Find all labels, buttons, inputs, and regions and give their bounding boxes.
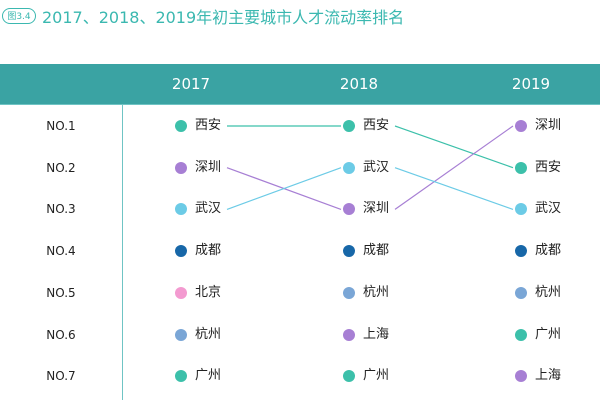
header-rule (0, 104, 600, 105)
city-name: 西安 (363, 118, 390, 133)
city-name: 西安 (195, 118, 222, 133)
city-marker-dot (175, 161, 187, 174)
city-name: 成都 (535, 243, 562, 259)
city-marker-dot (175, 328, 187, 341)
city-name: 杭州 (195, 326, 222, 342)
year-header-2019: 2019 (511, 75, 551, 93)
city-marker-dot (515, 161, 527, 174)
chart-title: 2017、2018、2019年初主要城市人才流动率排名 (42, 8, 405, 27)
city-name: 上海 (363, 326, 390, 342)
year-header-bar: 2017 2018 2019 (0, 64, 600, 104)
city-name: 成都 (363, 243, 390, 259)
city-name: 深圳 (535, 118, 562, 133)
city-name: 武汉 (195, 201, 222, 217)
city-name: 成都 (195, 243, 222, 259)
city-name: 北京 (195, 284, 222, 300)
city-marker-dot (175, 203, 187, 216)
rank-label: NO.3 (46, 202, 76, 217)
rank-column-divider (122, 104, 123, 400)
city-name: 杭州 (363, 284, 390, 300)
city-marker-dot (175, 120, 187, 132)
city-name: 广州 (195, 368, 222, 384)
city-name: 西安 (535, 159, 562, 175)
city-marker-dot (515, 286, 527, 299)
rank-change-line (226, 167, 342, 210)
city-name: 广州 (363, 368, 390, 384)
city-marker-dot (175, 370, 187, 383)
year-header-2018: 2018 (339, 75, 379, 93)
city-marker-dot (175, 245, 187, 258)
rank-label: NO.6 (46, 327, 76, 342)
city-name: 广州 (535, 326, 562, 342)
rank-label: NO.7 (46, 369, 76, 384)
city-marker-dot (343, 286, 355, 299)
city-marker-dot (343, 370, 355, 383)
rank-change-line (394, 125, 514, 169)
rank-label: NO.4 (46, 244, 76, 259)
rank-change-line (394, 125, 514, 210)
city-marker-dot (515, 203, 527, 216)
city-marker-dot (515, 120, 527, 132)
city-marker-dot (343, 161, 355, 174)
city-marker-dot (515, 328, 527, 341)
rank-label: NO.2 (46, 160, 76, 175)
city-marker-dot (343, 120, 355, 132)
city-marker-dot (343, 328, 355, 341)
city-marker-dot (515, 245, 527, 258)
city-name: 上海 (535, 368, 562, 384)
rank-change-line (394, 167, 514, 210)
title-row: 图3.4 2017、2018、2019年初主要城市人才流动率排名 (0, 0, 600, 36)
city-marker-dot (343, 203, 355, 216)
city-marker-dot (515, 370, 527, 383)
city-name: 武汉 (363, 159, 390, 175)
city-marker-dot (175, 286, 187, 299)
city-name: 深圳 (363, 201, 390, 217)
rank-label: NO.5 (46, 285, 76, 300)
city-marker-dot (343, 245, 355, 258)
rank-label: NO.1 (46, 119, 76, 133)
city-name: 杭州 (535, 284, 562, 300)
city-name: 深圳 (195, 159, 222, 175)
figure-label: 图3.4 (2, 8, 36, 24)
year-header-2017: 2017 (171, 75, 211, 93)
city-name: 武汉 (535, 201, 562, 217)
